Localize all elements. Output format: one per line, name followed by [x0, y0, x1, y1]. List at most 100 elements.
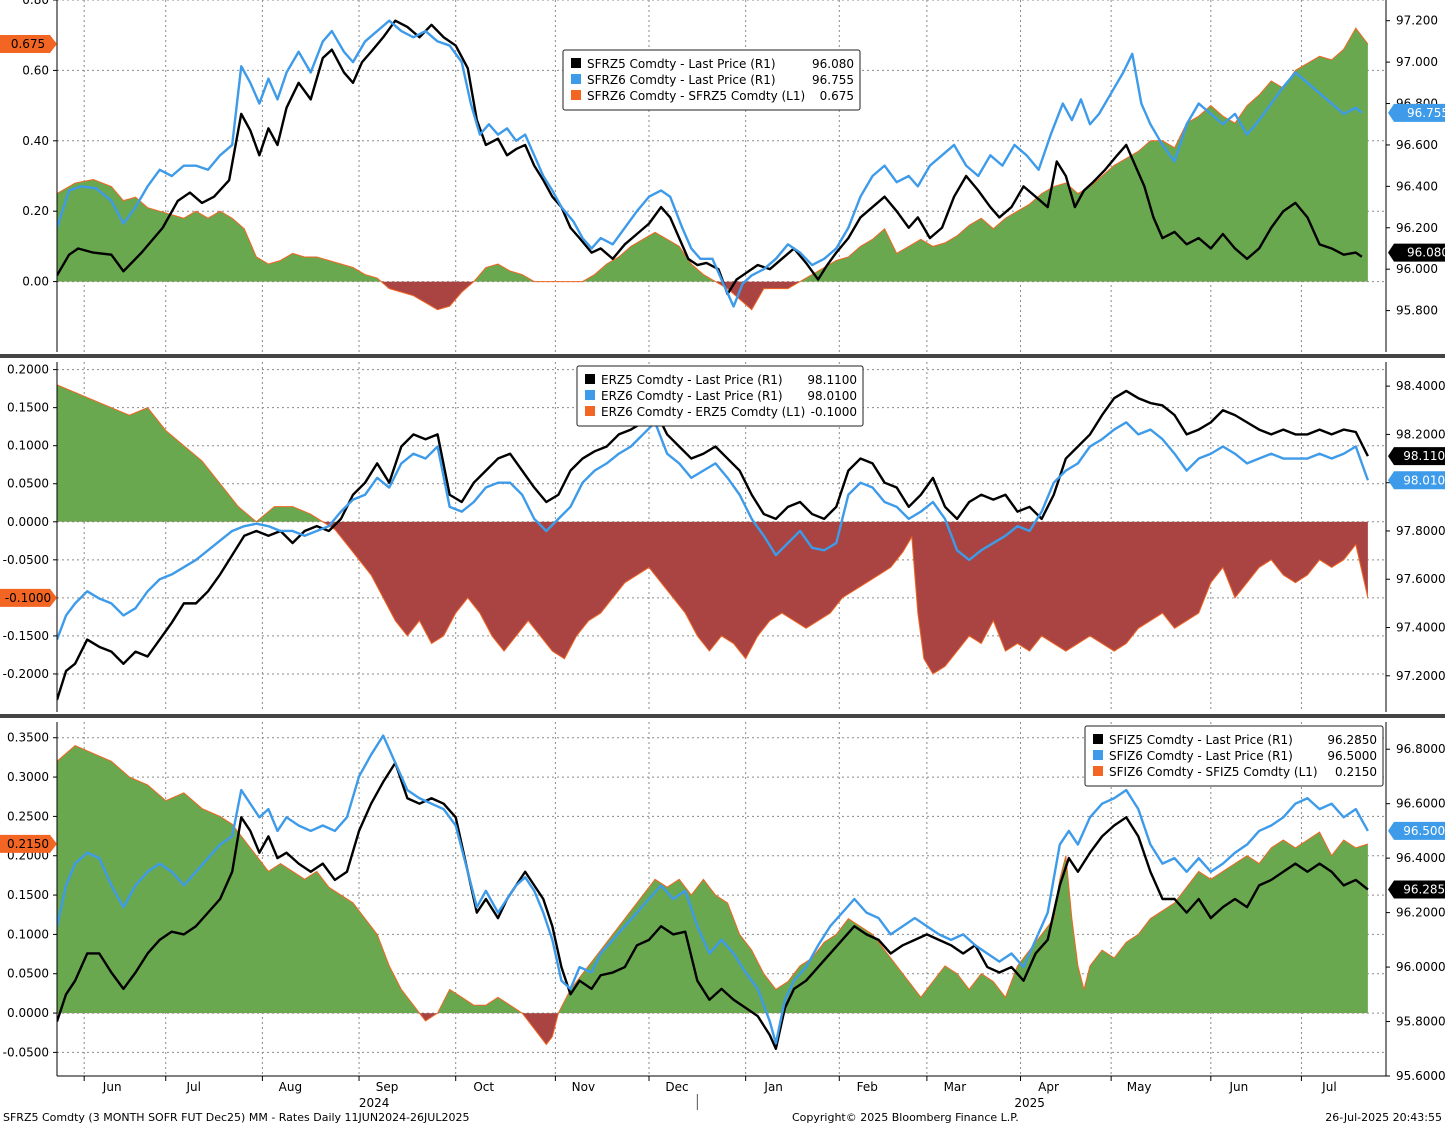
footer-security-description: SFRZ5 Comdty (3 MONTH SOFR FUT Dec25) MM…	[3, 1111, 470, 1124]
left-tick-label: 0.2000	[7, 363, 49, 377]
x-year-label: 2024	[359, 1096, 390, 1110]
legend-label: SFRZ6 Comdty - SFRZ5 Comdty (L1)	[587, 89, 805, 103]
right-tick-label: 97.2000	[1396, 669, 1445, 683]
spread-area-positive	[57, 745, 1368, 1014]
left-tick-label: 0.1500	[7, 888, 49, 902]
legend-swatch	[585, 406, 595, 416]
right-tick-label: 96.8000	[1396, 742, 1445, 756]
legend-value: 0.2150	[1335, 765, 1377, 779]
left-tick-label: 0.3000	[7, 770, 49, 784]
price-line-sfiz5	[57, 761, 1369, 1050]
right-last-value-tag	[1388, 447, 1445, 466]
spread-area-group	[57, 384, 1369, 675]
right-tick-label: 96.400	[1396, 179, 1438, 193]
right-tick-label: 95.800	[1396, 304, 1438, 318]
left-tick-label: -0.0500	[3, 553, 49, 567]
right-tick-label: 96.4000	[1396, 851, 1445, 865]
legend-swatch	[1093, 766, 1103, 776]
right-last-value-tag	[1388, 471, 1445, 490]
left-last-value-label: 0.675	[11, 37, 45, 51]
legend-swatch	[571, 58, 581, 68]
right-last-value-tag	[1388, 880, 1445, 899]
x-axis: Jun Jul Aug Sep Oct Nov Dec Jan Feb Mar Apr May Jun J…	[57, 1075, 1386, 1110]
left-last-value-tag	[0, 588, 57, 607]
spread-area-edge	[57, 27, 1369, 311]
legend-value: 96.5000	[1327, 749, 1377, 763]
legend-box	[576, 365, 864, 427]
right-last-value-label: 98.0100	[1403, 473, 1445, 487]
x-month-label: Jul	[185, 1080, 200, 1094]
x-month-label: Nov	[572, 1080, 595, 1094]
right-tick-label: 96.000	[1396, 262, 1438, 276]
footer-copyright: Copyright© 2025 Bloomberg Finance L.P.	[792, 1111, 1019, 1124]
right-tick-label: 98.4000	[1396, 379, 1445, 393]
right-last-value-label: 96.2850	[1403, 882, 1445, 896]
spread-area-positive	[57, 384, 323, 522]
right-last-value-tag	[1388, 243, 1445, 262]
x-month-label: Oct	[473, 1080, 494, 1094]
left-tick-label: 0.20	[22, 204, 49, 218]
right-tick-label: 97.4000	[1396, 621, 1445, 635]
legend-swatch	[571, 74, 581, 84]
right-tick-label: 98.2000	[1396, 427, 1445, 441]
left-last-value-tag	[0, 834, 57, 853]
x-month-label: Sep	[376, 1080, 399, 1094]
right-tick-label: 97.8000	[1396, 524, 1445, 538]
spread-area-group	[57, 745, 1369, 1046]
legend-value: 98.1100	[807, 373, 857, 387]
spread-area-group	[57, 27, 1369, 311]
left-tick-label: 0.1000	[7, 439, 49, 453]
legend-label: SFIZ6 Comdty - SFIZ5 Comdty (L1)	[1109, 765, 1318, 779]
spread-area-edge	[57, 745, 1369, 1046]
panel-separator	[0, 354, 1445, 358]
right-tick-label: 96.6000	[1396, 797, 1445, 811]
chart-panel-2: -0.2000 -0.1500 -0.1000 -0.0500 0.0000 0.0500…	[0, 362, 1445, 712]
left-tick-label: 0.80	[22, 0, 49, 7]
right-tick-label: 97.200	[1396, 14, 1438, 28]
right-tick-label: 97.000	[1396, 55, 1438, 69]
x-month-label: May	[1127, 1080, 1152, 1094]
x-month-label: Apr	[1038, 1080, 1059, 1094]
price-line-sfrz5	[57, 19, 1363, 296]
legend-swatch	[1093, 750, 1103, 760]
left-tick-label: 0.0000	[7, 1006, 49, 1020]
left-tick-label: -0.0500	[3, 1045, 49, 1059]
left-tick-label: 0.60	[22, 63, 49, 77]
legend-label: SFIZ6 Comdty - Last Price (R1)	[1109, 749, 1293, 763]
legend-label: SFRZ5 Comdty - Last Price (R1)	[587, 57, 776, 71]
right-last-value-label: 96.755	[1407, 106, 1445, 120]
x-month-label: Feb	[857, 1080, 878, 1094]
x-month-label: Jan	[763, 1080, 783, 1094]
legend-value: 96.2850	[1327, 733, 1377, 747]
left-tick-label: -0.2000	[3, 667, 49, 681]
chart-panel-3: -0.05000.00000.05000.10000.15000.20000.2…	[0, 722, 1445, 1083]
right-tick-label: 96.600	[1396, 138, 1438, 152]
legend-box	[1084, 725, 1384, 787]
right-last-value-tag	[1388, 821, 1445, 840]
right-last-value-label: 98.1100	[1403, 449, 1445, 463]
left-tick-label: 0.0500	[7, 477, 49, 491]
left-last-value-label: -0.1000	[5, 591, 51, 605]
legend-label: ERZ6 Comdty - ERZ5 Comdty (L1)	[601, 405, 805, 419]
legend-label: ERZ5 Comdty - Last Price (R1)	[601, 373, 783, 387]
right-tick-label: 95.6000	[1396, 1069, 1445, 1083]
price-line-sfiz6	[57, 734, 1369, 1045]
legend-swatch	[1093, 734, 1103, 744]
right-tick-label: 95.8000	[1396, 1015, 1445, 1029]
left-tick-label: 0.00	[22, 275, 49, 289]
left-tick-label: 0.3500	[7, 731, 49, 745]
legend-box	[562, 49, 861, 111]
spread-area-negative	[57, 521, 1368, 674]
legend-value: 0.675	[820, 89, 854, 103]
x-month-label: Jul	[1321, 1080, 1336, 1094]
chart-panel-1: 0.00 0.20 0.40 0.60 0.80 95.800 96.000 96.200 96…	[0, 0, 1445, 352]
legend-label: SFRZ6 Comdty - Last Price (R1)	[587, 73, 776, 87]
spread-area-positive	[57, 28, 1368, 282]
right-last-value-tag	[1388, 103, 1445, 122]
price-line-sfrz6	[57, 19, 1363, 308]
legend-value: 96.755	[812, 73, 854, 87]
right-last-value-label: 96.5000	[1403, 824, 1445, 838]
legend-value: 96.080	[812, 57, 854, 71]
x-month-label: Jun	[1228, 1080, 1248, 1094]
